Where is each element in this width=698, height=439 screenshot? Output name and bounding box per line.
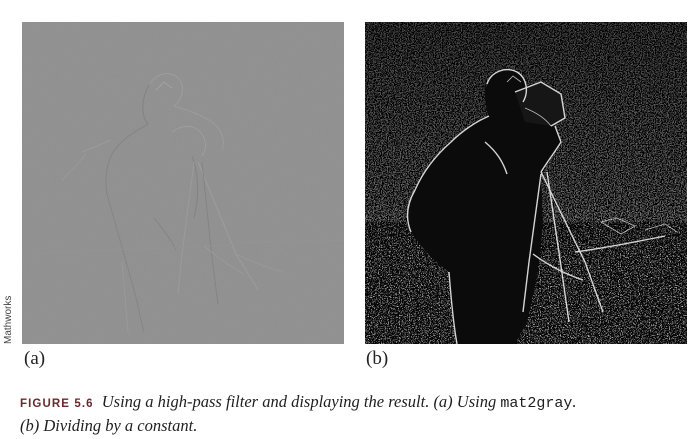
caption-text-part-3: (b) Dividing by a constant.: [20, 416, 198, 435]
image-panel-b: [365, 22, 687, 344]
figure-number: FIGURE 5.6: [20, 398, 94, 410]
high-pass-mat2gray-image: [22, 22, 344, 344]
high-pass-divided-image: [365, 22, 687, 344]
caption-text-part-2: .: [572, 392, 577, 411]
panel-a-label: (a): [24, 348, 46, 369]
image-credit: Mathworks: [3, 295, 14, 344]
figure-caption: FIGURE 5.6 Using a high-pass filter and …: [20, 391, 692, 437]
panel-b-label: (b): [366, 348, 389, 369]
image-panel-a: [22, 22, 344, 344]
caption-code: mat2gray: [500, 395, 573, 412]
caption-text-part-1: Using a high-pass filter and displaying …: [101, 392, 497, 411]
